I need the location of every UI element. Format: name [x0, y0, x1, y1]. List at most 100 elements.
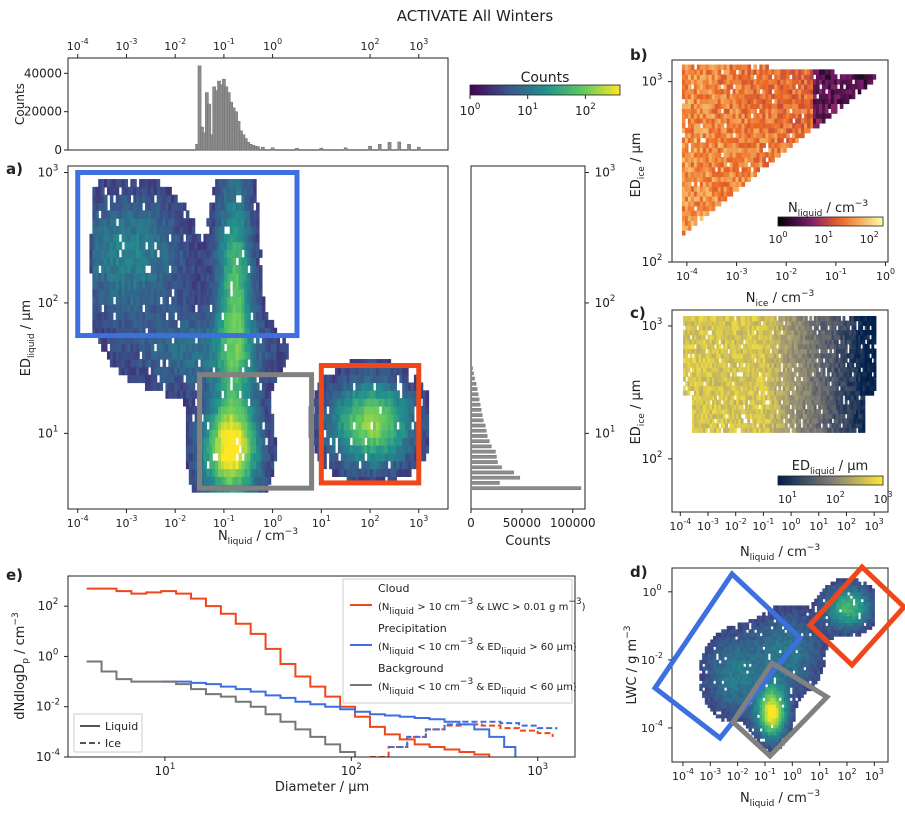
heat-cell: [104, 195, 108, 203]
top-hist-bar: [417, 147, 420, 150]
heat-cell: [846, 99, 850, 104]
heat-cell: [786, 133, 790, 138]
heat-cell: [730, 191, 734, 196]
heat-cell: [718, 201, 722, 206]
heat-cell: [818, 423, 821, 428]
heat-cell: [758, 321, 761, 326]
top-hist-xtick: 100: [263, 37, 282, 53]
heat-cell: [694, 215, 698, 220]
heat-cell: [411, 406, 415, 414]
heat-cell: [259, 422, 263, 430]
right-hist-bar: [471, 466, 502, 469]
heat-cell: [724, 162, 728, 167]
counts-colorbar: [470, 85, 620, 95]
heat-cell: [104, 203, 108, 211]
heat-cell: [753, 108, 757, 113]
top-hist-bar: [295, 148, 298, 150]
heat-cell: [840, 103, 844, 108]
right-hist-bar: [471, 419, 483, 422]
heat-cell: [244, 398, 248, 406]
heat-cell: [763, 376, 766, 381]
heat-cell: [259, 289, 263, 297]
heat-cell: [142, 242, 146, 250]
heat-cell: [408, 422, 412, 430]
heat-cell: [688, 367, 691, 372]
heat-cell: [271, 429, 275, 437]
heat-cell: [741, 339, 744, 344]
heat-cell: [180, 210, 184, 218]
heat-cell: [762, 157, 766, 162]
heat-cell: [165, 234, 169, 242]
right-hist-bar: [471, 429, 486, 432]
heat-cell: [127, 195, 131, 203]
top-hist-xtick: 10-4: [67, 37, 89, 53]
heat-cell: [809, 372, 812, 377]
top-hist-xtick: 102: [361, 37, 380, 53]
panel-b-xtick: 10-3: [726, 267, 748, 283]
right-hist-bar: [471, 413, 482, 416]
heat-cell: [744, 162, 748, 167]
heat-cell: [834, 74, 838, 79]
heat-cell: [139, 304, 143, 312]
heat-cell: [694, 181, 698, 186]
panel-a-xtick: 102: [361, 514, 380, 530]
right-hist-bar: [471, 450, 495, 453]
heat-cell: [753, 172, 757, 177]
heat-cell: [186, 210, 190, 218]
heat-cell: [370, 382, 374, 390]
heat-cell: [110, 195, 114, 203]
heat-cell: [809, 325, 812, 330]
panel-a-xtick: 10-1: [213, 514, 235, 530]
heat-cell: [834, 108, 838, 113]
heat-cell: [822, 89, 826, 94]
heat-cell: [247, 312, 251, 320]
heat-cell: [778, 386, 781, 391]
heat-cell: [142, 265, 146, 273]
heat-cell: [858, 89, 862, 94]
heat-cell: [139, 203, 143, 211]
right-hist-bar: [471, 424, 485, 427]
heat-cell: [753, 65, 757, 70]
heat-cell: [721, 123, 725, 128]
heat-cell: [742, 181, 746, 186]
heat-cell: [765, 162, 769, 167]
heat-cell: [798, 423, 801, 428]
heat-cell: [426, 429, 430, 437]
heat-cell: [239, 249, 243, 257]
panel-a-ytick: 102: [38, 294, 59, 310]
heat-cell: [426, 406, 430, 414]
heat-cell: [685, 353, 688, 358]
heat-cell: [411, 414, 415, 422]
right-hist-ytick: 101: [595, 424, 616, 440]
right-hist-bar: [471, 460, 497, 463]
heat-cell: [189, 414, 193, 422]
right-hist-bar: [471, 403, 480, 406]
heat-cell: [864, 84, 868, 89]
heat-cell: [165, 265, 169, 273]
heat-cell: [785, 414, 788, 419]
heat-cell: [361, 453, 365, 461]
heat-cell: [730, 84, 734, 89]
heat-cell: [227, 289, 231, 297]
heat-cell: [801, 133, 805, 138]
heat-cell: [347, 437, 351, 445]
heat-cell: [789, 142, 793, 147]
heat-cell: [787, 404, 790, 409]
heat-cell: [769, 330, 772, 335]
heat-cell: [792, 376, 795, 381]
right-hist-ytick: 102: [595, 294, 616, 310]
panel-a-xtick: 10-3: [116, 514, 138, 530]
heat-cell: [816, 325, 819, 330]
heat-cell: [719, 428, 722, 433]
heat-cell: [734, 362, 737, 367]
right-hist-xtick: 50000: [503, 516, 541, 530]
heat-cell: [778, 376, 781, 381]
heat-cell: [789, 367, 792, 372]
heat-cell: [777, 152, 781, 157]
heat-cell: [694, 220, 698, 225]
heat-cell: [426, 398, 430, 406]
heat-cell: [682, 118, 686, 123]
heat-cell: [236, 390, 240, 398]
